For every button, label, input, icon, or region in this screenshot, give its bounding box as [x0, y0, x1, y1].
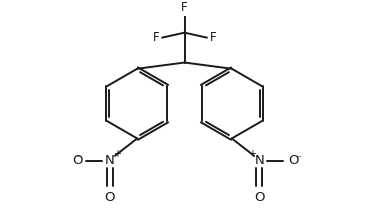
Text: F: F	[209, 31, 216, 44]
Text: F: F	[153, 31, 160, 44]
Text: O: O	[288, 154, 298, 167]
Text: N: N	[105, 154, 115, 167]
Text: O: O	[72, 154, 82, 167]
Text: F: F	[181, 1, 188, 14]
Text: N: N	[254, 154, 264, 167]
Text: ⁻: ⁻	[295, 155, 301, 165]
Text: +: +	[248, 149, 256, 159]
Text: +: +	[113, 149, 121, 159]
Text: ⁻: ⁻	[75, 155, 81, 165]
Text: O: O	[104, 191, 115, 204]
Text: O: O	[254, 191, 265, 204]
